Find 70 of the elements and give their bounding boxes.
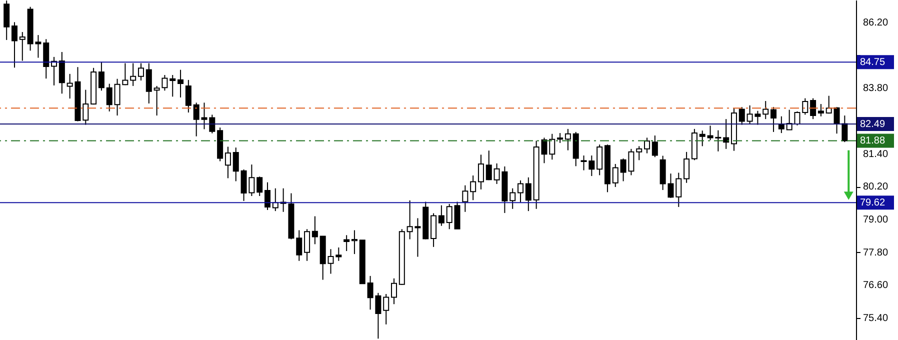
candlestick [383, 294, 390, 325]
candlestick [636, 146, 642, 161]
candlestick [699, 130, 706, 147]
candlestick [106, 83, 112, 112]
candlestick [224, 146, 231, 179]
candlestick [684, 151, 690, 184]
candlestick [146, 62, 152, 104]
candlestick [644, 137, 650, 154]
candlestick [446, 203, 452, 230]
candlestick [802, 98, 808, 116]
candlestick [264, 182, 270, 210]
candlestick [557, 132, 564, 144]
candlestick [304, 228, 310, 262]
candlestick [138, 62, 144, 81]
y-tick-label: 76.60 [863, 280, 888, 292]
candlestick [391, 278, 397, 305]
y-tick-label: 79.00 [863, 214, 888, 226]
candlestick [312, 216, 318, 245]
candlestick [810, 98, 816, 120]
y-tick-label: 80.20 [863, 182, 888, 193]
candlestick [58, 52, 65, 94]
candlestick [518, 180, 524, 203]
candlestick [549, 133, 556, 160]
candlestick [564, 128, 571, 151]
y-tick-label: 75.40 [863, 313, 888, 324]
candlestick [438, 204, 444, 226]
candlestick [762, 100, 769, 120]
candlestick [19, 32, 26, 62]
candlestick [486, 150, 492, 181]
candlestick [826, 95, 832, 114]
y-tick-label: 77.80 [863, 247, 888, 258]
candlestick [510, 188, 516, 210]
candlestick [351, 230, 358, 255]
y-tick-label: 81.40 [863, 148, 888, 160]
candlestick [209, 114, 216, 134]
candlestick [344, 234, 350, 252]
candlestick [454, 201, 460, 230]
y-tick-label: 83.80 [863, 83, 888, 94]
candlestick [232, 147, 239, 182]
candlestick [462, 184, 468, 212]
ref-line-label: 79.62 [860, 198, 886, 209]
candlestick [525, 176, 532, 212]
candlestick [652, 135, 658, 158]
candlestick [4, 0, 10, 40]
candlestick [256, 176, 263, 197]
candlestick [130, 62, 136, 86]
candlestick [178, 69, 184, 98]
ref-line-label: 84.75 [860, 57, 886, 68]
candlestick [430, 212, 437, 248]
candlestick [98, 61, 104, 92]
candlestick [170, 74, 176, 98]
candlestick [612, 163, 618, 188]
candlestick [470, 174, 476, 201]
candlestick [596, 144, 603, 176]
candlestick [478, 154, 484, 190]
candlestick [296, 230, 302, 262]
ref-line-label: 82.49 [860, 119, 886, 130]
y-tick-label: 86.20 [863, 17, 888, 28]
candlestick [738, 106, 745, 126]
candlestick [336, 246, 342, 262]
candlestick [272, 188, 278, 212]
candlestick [723, 118, 730, 150]
candlestick [43, 38, 50, 80]
ref-line-label: 81.88 [860, 136, 886, 147]
candlestick [185, 79, 192, 114]
candlestick [676, 172, 682, 208]
candlestick [770, 106, 777, 132]
candlestick [82, 89, 89, 126]
candlestick [11, 22, 18, 68]
candlestick [818, 104, 824, 117]
